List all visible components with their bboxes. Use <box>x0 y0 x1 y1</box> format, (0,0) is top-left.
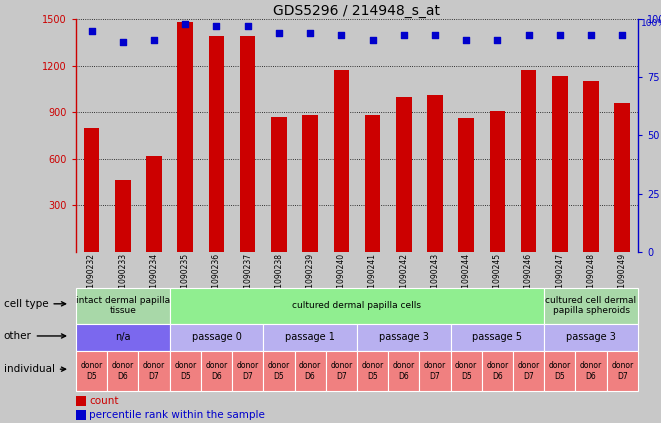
Point <box>368 37 378 44</box>
Bar <box>115 180 131 252</box>
Point <box>524 32 534 39</box>
Bar <box>263 324 357 351</box>
Point <box>399 32 409 39</box>
Bar <box>583 81 599 252</box>
Point <box>461 37 471 44</box>
Text: donor
D7: donor D7 <box>237 362 259 381</box>
Bar <box>544 288 638 324</box>
Point <box>336 32 346 39</box>
Bar <box>170 351 201 391</box>
Text: donor
D5: donor D5 <box>174 362 196 381</box>
Text: donor
D6: donor D6 <box>393 362 415 381</box>
Text: donor
D7: donor D7 <box>611 362 633 381</box>
Bar <box>170 324 263 351</box>
Text: passage 1: passage 1 <box>285 332 335 342</box>
Bar <box>76 410 86 420</box>
Bar <box>419 351 451 391</box>
Bar <box>76 288 170 324</box>
Bar <box>544 324 638 351</box>
Text: donor
D5: donor D5 <box>455 362 477 381</box>
Bar <box>615 103 630 252</box>
Bar <box>490 110 505 252</box>
Text: donor
D7: donor D7 <box>330 362 352 381</box>
Bar <box>513 351 544 391</box>
Text: donor
D6: donor D6 <box>112 362 134 381</box>
Bar <box>458 118 474 252</box>
Bar <box>302 115 318 252</box>
Point <box>149 37 159 44</box>
Text: 100%: 100% <box>641 19 661 28</box>
Text: donor
D6: donor D6 <box>486 362 508 381</box>
Point <box>243 23 253 30</box>
Text: donor
D6: donor D6 <box>299 362 321 381</box>
Point <box>274 30 284 36</box>
Point <box>118 39 128 46</box>
Text: n/a: n/a <box>115 332 131 342</box>
Bar <box>263 351 295 391</box>
Bar <box>177 22 193 252</box>
Bar <box>170 288 544 324</box>
Text: intact dermal papilla
tissue: intact dermal papilla tissue <box>76 296 170 315</box>
Bar <box>388 351 419 391</box>
Bar <box>357 351 388 391</box>
Bar <box>209 36 224 252</box>
Point <box>617 32 627 39</box>
Point <box>586 32 596 39</box>
Text: passage 3: passage 3 <box>379 332 429 342</box>
Bar <box>482 351 513 391</box>
Text: donor
D5: donor D5 <box>81 362 102 381</box>
Text: passage 0: passage 0 <box>192 332 241 342</box>
Bar <box>295 351 326 391</box>
Point <box>180 20 190 27</box>
Bar <box>138 351 170 391</box>
Point <box>87 27 97 34</box>
Text: donor
D6: donor D6 <box>206 362 227 381</box>
Text: donor
D6: donor D6 <box>580 362 602 381</box>
Text: donor
D5: donor D5 <box>549 362 571 381</box>
Text: donor
D5: donor D5 <box>362 362 383 381</box>
Text: donor
D7: donor D7 <box>424 362 446 381</box>
Bar <box>326 351 357 391</box>
Text: cultured cell dermal
papilla spheroids: cultured cell dermal papilla spheroids <box>545 296 637 315</box>
Text: donor
D7: donor D7 <box>518 362 540 381</box>
Text: passage 3: passage 3 <box>566 332 616 342</box>
Bar <box>544 351 576 391</box>
Point <box>212 23 222 30</box>
Bar <box>451 324 544 351</box>
Text: cultured dermal papilla cells: cultured dermal papilla cells <box>292 301 422 310</box>
Bar <box>76 396 86 406</box>
Bar <box>334 70 349 252</box>
Text: donor
D7: donor D7 <box>143 362 165 381</box>
Bar <box>201 351 232 391</box>
Point <box>305 30 315 36</box>
Bar <box>76 351 107 391</box>
Bar <box>552 77 568 252</box>
Text: count: count <box>89 396 119 406</box>
Bar <box>76 324 170 351</box>
Text: passage 5: passage 5 <box>473 332 522 342</box>
Bar <box>232 351 263 391</box>
Point <box>430 32 440 39</box>
Title: GDS5296 / 214948_s_at: GDS5296 / 214948_s_at <box>274 4 440 18</box>
Bar <box>146 156 162 252</box>
Bar <box>240 36 256 252</box>
Bar <box>607 351 638 391</box>
Bar <box>84 128 99 252</box>
Point <box>492 37 503 44</box>
Bar <box>427 95 443 252</box>
Text: other: other <box>4 331 65 341</box>
Bar <box>396 96 412 252</box>
Bar <box>357 324 451 351</box>
Text: cell type: cell type <box>4 299 65 309</box>
Bar <box>451 351 482 391</box>
Bar <box>576 351 607 391</box>
Text: individual: individual <box>4 364 65 374</box>
Text: percentile rank within the sample: percentile rank within the sample <box>89 410 265 420</box>
Bar <box>521 70 537 252</box>
Bar <box>107 351 138 391</box>
Bar <box>365 115 380 252</box>
Point <box>555 32 565 39</box>
Text: donor
D5: donor D5 <box>268 362 290 381</box>
Bar <box>271 117 287 252</box>
